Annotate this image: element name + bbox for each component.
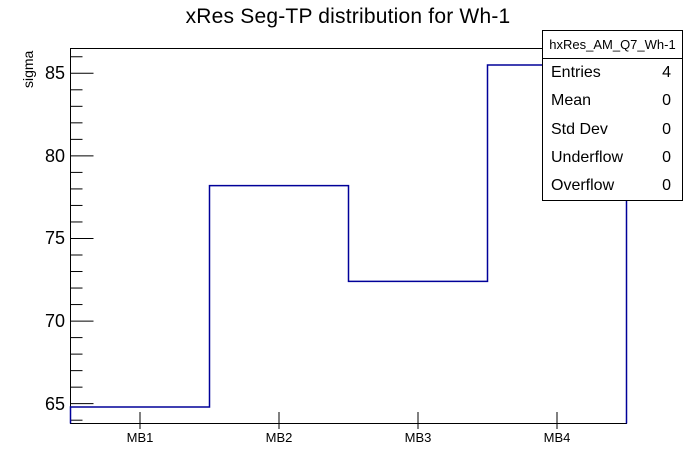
y-tick-label: 75: [44, 228, 65, 249]
stats-label: Entries: [551, 64, 601, 82]
stats-row-mean: Mean 0: [543, 87, 682, 115]
stats-label: Mean: [551, 92, 592, 110]
y-tick-label: 85: [44, 63, 65, 84]
stats-value: 0: [662, 120, 671, 138]
stats-row-overflow: Overflow 0: [543, 172, 682, 200]
stats-row-underflow: Underflow 0: [543, 144, 682, 172]
stats-label: Overflow: [551, 176, 615, 194]
x-tick-label: MB2: [265, 430, 293, 445]
y-tick-label: 70: [44, 311, 65, 332]
stats-box[interactable]: hxRes_AM_Q7_Wh-1 Entries 4 Mean 0 Std De…: [542, 30, 683, 201]
y-tick-label: 65: [44, 393, 65, 414]
stats-value: 4: [662, 64, 671, 82]
y-tick-label: 80: [44, 145, 65, 166]
stats-box-title: hxRes_AM_Q7_Wh-1: [543, 31, 682, 59]
stats-value: 0: [662, 148, 671, 166]
x-tick-label: MB3: [404, 430, 432, 445]
stats-label: Underflow: [551, 148, 624, 166]
x-tick-label: MB4: [543, 430, 571, 445]
stats-row-entries: Entries 4: [543, 59, 682, 87]
stats-row-stddev: Std Dev 0: [543, 115, 682, 143]
stats-box-rows: Entries 4 Mean 0 Std Dev 0 Underflow 0 O…: [543, 59, 682, 200]
plot-title: xRes Seg-TP distribution for Wh-1: [185, 5, 511, 28]
stats-value: 0: [662, 176, 671, 194]
x-tick-label: MB1: [126, 430, 154, 445]
stats-value: 0: [662, 92, 671, 110]
stats-label: Std Dev: [551, 120, 608, 138]
